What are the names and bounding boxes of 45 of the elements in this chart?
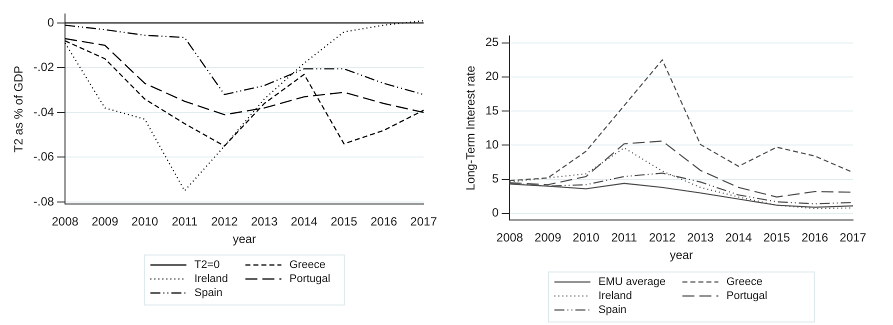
- x-tick-label: 2012: [211, 214, 238, 229]
- x-tick-label: 2012: [648, 230, 676, 245]
- y-tick-label: 25: [485, 35, 500, 50]
- x-tick-label: 2015: [330, 214, 358, 229]
- x-tick-label: 2017: [840, 230, 867, 245]
- x-tick-label: 2016: [370, 214, 398, 229]
- y-tick-label: -.08: [33, 194, 54, 208]
- x-tick-label: 2011: [611, 230, 638, 245]
- legend-label: Spain: [598, 304, 627, 316]
- legend-label: T2=0: [194, 259, 220, 272]
- x-tick-label: 2008: [496, 230, 524, 245]
- x-tick-label: 2009: [92, 214, 119, 229]
- x-tick-label: 2010: [131, 214, 158, 229]
- x-tick-label: 2013: [250, 214, 278, 229]
- x-tick-label: 2014: [290, 214, 318, 229]
- y-axis-title: T2 as % of GDP: [12, 66, 26, 152]
- legend-label: Ireland: [194, 273, 228, 286]
- x-axis-title: year: [232, 232, 256, 246]
- y-tick-label: 20: [485, 69, 500, 84]
- x-axis-title: year: [670, 248, 694, 262]
- y-tick-label: 0: [47, 15, 54, 30]
- x-tick-label: 2017: [410, 214, 438, 229]
- x-tick-label: 2013: [687, 230, 714, 245]
- y-tick-label: 5: [492, 172, 500, 186]
- x-tick-label: 2016: [802, 230, 829, 245]
- y-tick-label: -.06: [33, 150, 54, 164]
- legend-label: Spain: [194, 287, 223, 300]
- x-tick-label: 2008: [52, 214, 79, 229]
- legend-label: Greece: [726, 276, 762, 288]
- x-tick-label: 2010: [572, 230, 600, 245]
- y-tick-label: -.02: [33, 60, 54, 74]
- legend-label: Portugal: [726, 290, 768, 302]
- legend-label: Greece: [289, 259, 326, 272]
- x-tick-label: 2011: [172, 214, 198, 229]
- legend-label: Portugal: [289, 273, 330, 286]
- y-tick-label: -.04: [33, 104, 54, 119]
- x-tick-label: 2015: [763, 230, 790, 245]
- x-tick-label: 2009: [534, 230, 562, 245]
- y-tick-label: 15: [485, 103, 500, 118]
- y-axis-title: Long-Term Interest rate: [464, 65, 478, 190]
- x-tick-label: 2014: [725, 230, 752, 245]
- legend-label: Ireland: [598, 290, 632, 302]
- y-tick-label: 10: [485, 137, 500, 152]
- legend-label: EMU average: [598, 276, 666, 288]
- y-tick-label: 0: [492, 206, 500, 220]
